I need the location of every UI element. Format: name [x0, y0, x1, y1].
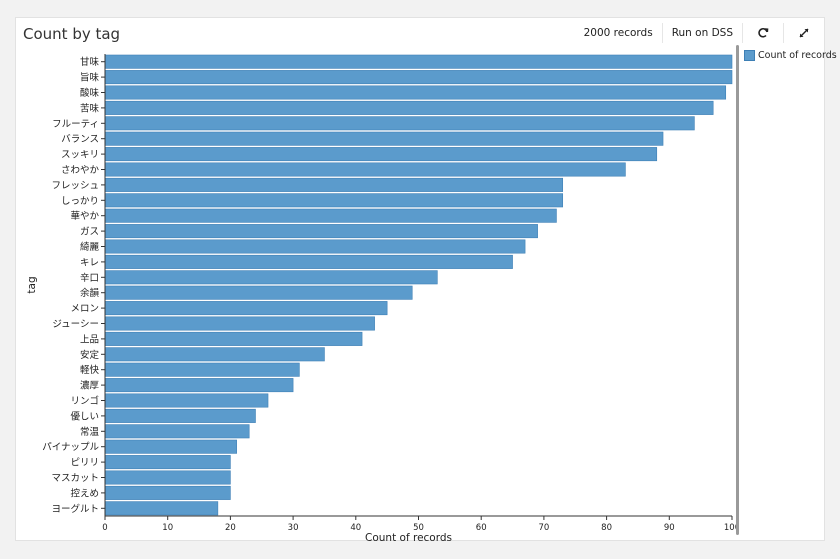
bar: [104, 177, 564, 192]
bar: [104, 254, 513, 269]
y-tick-label: ガス: [80, 227, 99, 238]
bar: [104, 285, 413, 300]
chart-panel: Count by tag 2000 records Run on DSS 甘味旨…: [15, 17, 837, 542]
y-tick-label: 常温: [80, 426, 100, 438]
y-tick-label: バランス: [61, 134, 99, 145]
bar: [104, 470, 231, 485]
bar: [104, 131, 664, 146]
x-tick-label: 50: [413, 523, 424, 533]
y-tick-label: キレ: [80, 257, 99, 268]
bar: [104, 501, 219, 516]
x-tick-label: 0: [102, 523, 107, 533]
bar: [104, 116, 695, 131]
y-tick-label: ジューシー: [52, 319, 99, 330]
chart-title: Count by tag: [23, 25, 121, 43]
expand-icon: [799, 28, 809, 38]
y-tick-label: 上品: [80, 334, 99, 345]
bar: [104, 347, 325, 362]
bar: [104, 439, 237, 454]
y-tick-label: 辛口: [80, 272, 99, 284]
y-tick-label: 旨味: [80, 72, 100, 84]
y-tick-label: 華やか: [70, 210, 99, 222]
y-tick-label: ピリリ: [70, 458, 99, 469]
bar: [104, 408, 256, 423]
refresh-icon: [758, 28, 769, 38]
y-tick-label: フレッシュ: [51, 180, 99, 191]
refresh-icon[interactable]: [743, 23, 784, 43]
bar-chart: 甘味旨味酸味苦味フルーティバランススッキリさわやかフレッシュしっかり華やかガス綺…: [26, 54, 736, 542]
y-tick-label: 苦味: [80, 102, 100, 114]
x-tick-label: 40: [350, 523, 361, 533]
bar: [104, 331, 363, 346]
y-tick-label: メロン: [70, 304, 99, 315]
y-tick-label: パイナップル: [42, 442, 99, 453]
x-tick-label: 90: [664, 523, 675, 533]
y-tick-label: スッキリ: [61, 150, 99, 161]
bar: [104, 455, 231, 470]
bar: [104, 301, 388, 316]
bar: [104, 85, 727, 100]
bar: [104, 54, 733, 69]
bar: [104, 162, 626, 177]
y-axis-title: tag: [26, 276, 38, 293]
y-tick-label: 綺麗: [80, 241, 100, 253]
bar: [104, 70, 733, 85]
bar: [104, 147, 658, 162]
bar: [104, 424, 250, 439]
y-tick-label: ヨーグルト: [51, 503, 99, 515]
y-tick-label: 濃厚: [80, 380, 100, 392]
y-tick-label: 余韻: [80, 287, 100, 299]
bar: [104, 224, 538, 239]
x-tick-label: 20: [225, 523, 236, 533]
x-tick-label: 80: [601, 523, 612, 533]
expand-icon[interactable]: [784, 23, 824, 43]
y-tick-label: 控えめ: [70, 487, 99, 499]
chart-toolbar: 2000 records Run on DSS: [575, 18, 824, 48]
y-tick-label: フルーティ: [52, 119, 99, 130]
x-tick-label: 60: [476, 523, 487, 533]
legend-label: Count of records: [758, 50, 837, 61]
x-tick-label: 10: [162, 523, 173, 533]
y-tick-label: 軽快: [80, 364, 100, 376]
legend-swatch: [744, 50, 755, 61]
x-tick-label: 30: [288, 523, 299, 533]
bar: [104, 316, 375, 331]
bar: [104, 362, 300, 377]
bar: [104, 239, 526, 254]
y-tick-label: 甘味: [80, 56, 100, 68]
y-tick-label: 安定: [80, 349, 100, 361]
legend: Count of records: [744, 50, 837, 61]
y-tick-label: 優しい: [70, 410, 99, 422]
y-tick-label: さわやか: [61, 165, 100, 176]
run-on-dss-button[interactable]: Run on DSS: [663, 23, 743, 43]
x-tick-label: 70: [538, 523, 549, 533]
bar: [104, 270, 438, 285]
bar: [104, 100, 714, 115]
y-tick-label: 酸味: [80, 87, 100, 99]
y-tick-label: マスカット: [51, 473, 99, 484]
y-tick-label: リンゴ: [70, 395, 99, 407]
bar: [104, 378, 294, 393]
y-tick-label: しっかり: [61, 196, 99, 207]
bar: [104, 208, 557, 223]
records-count: 2000 records: [575, 23, 663, 43]
vertical-scrollbar[interactable]: [736, 45, 739, 535]
bar: [104, 485, 231, 500]
bar: [104, 393, 269, 408]
x-tick-label: 100: [724, 523, 736, 533]
bar: [104, 193, 564, 208]
x-axis-title: Count of records: [365, 532, 452, 542]
